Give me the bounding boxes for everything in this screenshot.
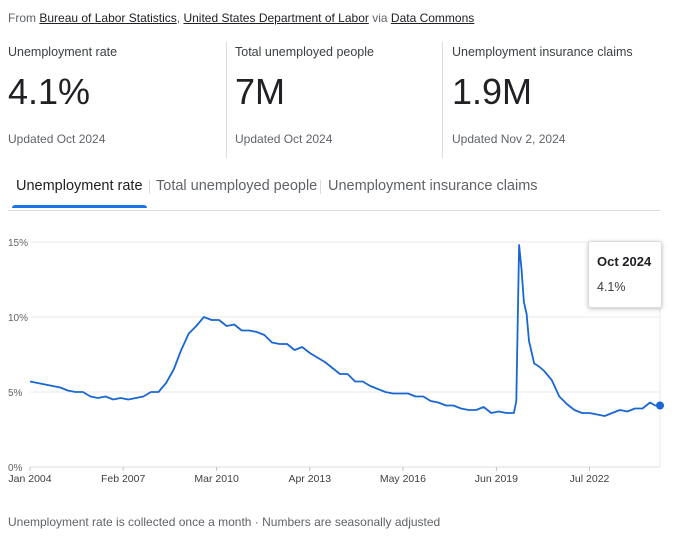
- x-tick-label: Jul 2022: [570, 473, 610, 485]
- unemployment-rate-chart[interactable]: 0% 5% 10% 15% Jan 2004 Feb 2007 Mar 2010 Apr 20…: [0, 225, 687, 495]
- tooltip-value: 4.1%: [597, 280, 626, 294]
- stat-label: Unemployment insurance claims: [452, 45, 633, 59]
- tab-insurance-claims[interactable]: Unemployment insurance claims: [328, 178, 538, 194]
- tab-total-unemployed[interactable]: Total unemployed people: [156, 178, 318, 194]
- y-tick-label: 15%: [8, 238, 28, 249]
- stat-label: Total unemployed people: [235, 45, 374, 59]
- tab-divider: [320, 180, 321, 194]
- stat-value: 7M: [235, 71, 286, 112]
- source-link-dol[interactable]: United States Department of Labor: [183, 11, 369, 25]
- stat-updated: Updated Nov 2, 2024: [452, 132, 566, 146]
- stat-unemployment-rate: Unemployment rate 4.1% Updated Oct 2024: [8, 42, 224, 158]
- x-tick-label: Jun 2019: [475, 473, 518, 485]
- source-link-data-commons[interactable]: Data Commons: [390, 11, 475, 25]
- x-tick-label: Feb 2007: [101, 473, 146, 485]
- stat-label: Unemployment rate: [8, 45, 118, 59]
- source-attribution: From Bureau of Labor Statistics, United …: [8, 11, 475, 25]
- stat-insurance-claims: Unemployment insurance claims 1.9M Updat…: [442, 42, 682, 158]
- x-tick-label: Jan 2004: [8, 473, 51, 485]
- stats-row: Unemployment rate 4.1% Updated Oct 2024 …: [0, 42, 687, 158]
- stat-updated: Updated Oct 2024: [8, 132, 106, 146]
- chart-tooltip: Oct 2024 4.1%: [588, 241, 662, 308]
- source-via: via: [372, 11, 388, 25]
- stat-updated: Updated Oct 2024: [235, 132, 333, 146]
- x-tick-label: Mar 2010: [194, 473, 239, 485]
- tooltip-date: Oct 2024: [597, 254, 652, 269]
- tab-divider: [149, 180, 150, 194]
- y-tick-label: 5%: [8, 388, 23, 399]
- source-prefix: From: [8, 11, 36, 25]
- stat-value: 1.9M: [452, 71, 533, 112]
- y-tick-label: 10%: [8, 313, 28, 324]
- stat-value: 4.1%: [8, 71, 91, 112]
- source-link-bls[interactable]: Bureau of Labor Statistics: [39, 11, 177, 25]
- stat-total-unemployed: Total unemployed people 7M Updated Oct 2…: [226, 42, 451, 158]
- chart-tabs: Unemployment rate Total unemployed peopl…: [8, 172, 660, 211]
- y-tick-label: 0%: [8, 463, 23, 474]
- tab-unemployment-rate[interactable]: Unemployment rate: [12, 172, 147, 208]
- x-tick-label: May 2016: [380, 473, 426, 485]
- x-tick-label: Apr 2013: [288, 473, 331, 485]
- highlight-point: [656, 401, 664, 410]
- series-line: [29, 244, 660, 417]
- chart-footnote: Unemployment rate is collected once a mo…: [8, 515, 441, 529]
